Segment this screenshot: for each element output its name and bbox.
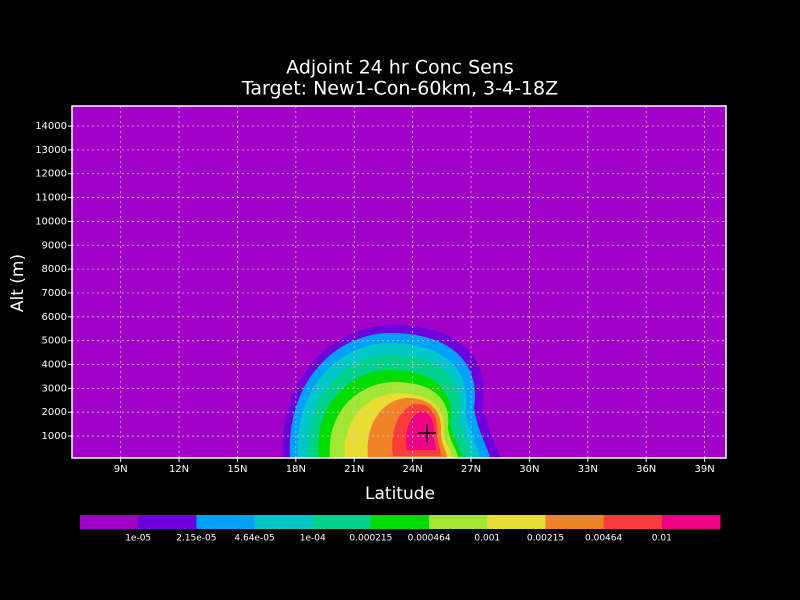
colorbar-label: 2.15e-05 [176,534,216,544]
chart-title: Adjoint 24 hr Conc Sens [286,57,514,79]
colorbar-label: 1e-04 [300,534,326,544]
colorbar-box [487,515,546,529]
colorbar-box [545,515,605,529]
x-tick-label: 21N [344,464,364,475]
y-tick-label: 6000 [42,312,67,323]
x-tick-label: 9N [114,464,128,475]
colorbar-box [429,515,488,529]
colorbar-label: 1e-05 [125,534,151,544]
y-tick-label: 8000 [42,264,67,275]
plot-frame [71,105,727,459]
colorbar-label: 0.000215 [349,534,392,544]
x-tick-label: 33N [578,464,598,475]
x-tick-label: 24N [403,464,423,475]
y-tick-label: 1000 [42,431,67,442]
y-tick-label: 10000 [35,216,67,227]
y-tick-label: 14000 [35,121,67,132]
y-tick-label: 11000 [35,193,67,204]
y-axis-label: Alt (m) [8,254,28,312]
colorbar-label: 4.64e-05 [234,534,274,544]
x-tick-label: 18N [286,464,306,475]
contour-band [406,412,436,450]
y-tick-label: 9000 [42,240,67,251]
y-tick-label: 3000 [42,383,67,394]
y-tick-label: 4000 [42,360,67,371]
y-tick-label: 12000 [35,169,67,180]
x-tick-label: 39N [694,464,714,475]
x-tick-label: 15N [227,464,247,475]
plot-area [72,106,726,458]
colorbar-box [254,515,314,529]
colorbar-box [312,515,372,529]
colorbar-label: 0.00464 [585,534,622,544]
y-tick-label: 2000 [42,407,67,418]
y-tick-label: 5000 [42,336,67,347]
colorbar-box [370,515,430,529]
y-tick-label: 7000 [42,288,67,299]
colorbar-box [603,515,663,529]
overlay: 9N 12N 15N 18N 21N 24N 27N 30N 33N 36N 39N 1000 2000… [35,105,727,544]
colorbar-box [196,515,256,529]
colorbar-box [661,515,721,529]
target-marker [418,424,436,442]
colorbar-box [138,515,197,529]
colorbar-label: 0.001 [474,534,500,544]
x-tick-label: 30N [519,464,539,475]
chart-subtitle: Target: New1-Con-60km, 3-4-18Z [241,78,558,100]
colorbar-label: 0.01 [652,534,672,544]
colorbar-label: 0.00215 [527,534,564,544]
colorbar-label: 0.000464 [408,534,451,544]
x-tick-label: 36N [636,464,656,475]
x-tick-label: 27N [461,464,481,475]
x-tick-label: 12N [169,464,189,475]
colorbar-box [80,515,139,529]
x-axis-label: Latitude [365,484,435,504]
y-tick-label: 13000 [35,145,67,156]
